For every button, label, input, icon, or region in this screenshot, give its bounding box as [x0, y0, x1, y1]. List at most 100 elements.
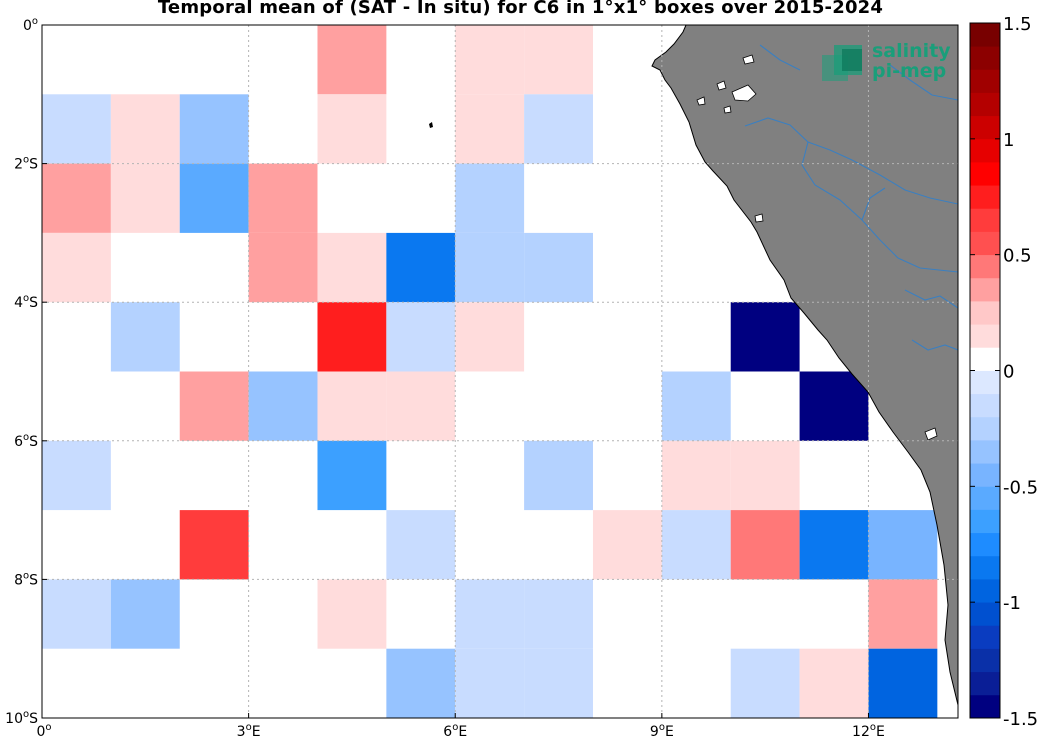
- heatmap-cell: [455, 302, 525, 372]
- colorbar-step: [970, 440, 1000, 464]
- colorbar-step: [970, 486, 1000, 510]
- tick-label: 12oE: [852, 722, 885, 740]
- heatmap-cell: [248, 163, 318, 233]
- colorbar-tick-label: -1: [1003, 593, 1021, 614]
- heatmap-cell: [455, 25, 525, 95]
- colorbar-step: [970, 324, 1000, 348]
- heatmap-cell: [661, 371, 731, 441]
- tick-label: 8oS: [14, 570, 38, 588]
- colorbar-step: [970, 115, 1000, 140]
- heatmap-cell: [386, 302, 456, 372]
- island: [429, 122, 433, 128]
- tick-label: 6oE: [443, 722, 467, 740]
- heatmap-cell: [179, 371, 249, 441]
- heatmap-cell: [179, 510, 249, 580]
- heatmap-cells: [42, 25, 938, 718]
- heatmap-cell: [248, 371, 318, 441]
- colorbar-tick-label: -1.5: [1003, 709, 1038, 730]
- heatmap-cell: [110, 163, 180, 233]
- colorbar-step: [970, 463, 1000, 487]
- river: [759, 44, 801, 71]
- heatmap-cell: [799, 510, 869, 580]
- logo-text: pi-mep: [872, 60, 946, 82]
- heatmap-cell: [730, 440, 800, 511]
- colorbar-step: [970, 416, 1000, 441]
- heatmap-cell: [455, 579, 525, 649]
- heatmap-cell: [42, 163, 111, 233]
- colorbar-step: [970, 393, 1000, 418]
- tick-label: 2oS: [14, 155, 38, 173]
- heatmap-cell: [386, 371, 456, 441]
- heatmap-cell: [661, 440, 731, 511]
- colorbar-step: [970, 509, 1000, 534]
- map-title: Temporal mean of (SAT - In situ) for C6 …: [157, 0, 884, 18]
- heatmap-cell: [524, 648, 593, 718]
- islands: [696, 54, 938, 441]
- heatmap-cell: [524, 232, 593, 303]
- colorbar-step: [970, 185, 1000, 209]
- lake: [754, 213, 764, 223]
- heatmap-cell: [868, 510, 938, 580]
- heatmap-cell: [248, 232, 318, 303]
- heatmap-cell: [524, 440, 593, 511]
- heatmap-cell: [317, 440, 387, 511]
- africa-coastline: [651, 25, 958, 706]
- river: [911, 339, 958, 351]
- colorbar-tick-label: 1.5: [1003, 14, 1032, 35]
- colorbar-step: [970, 208, 1000, 232]
- lake: [723, 105, 732, 114]
- heatmap-cell: [42, 440, 111, 511]
- heatmap-cell: [730, 510, 800, 580]
- y-axis: 0o 2oS 4oS 6oS 8oS 10oS: [5, 16, 47, 727]
- heatmap-cell: [455, 94, 525, 164]
- colorbar-tick-label: 0: [1003, 362, 1014, 383]
- river: [744, 117, 958, 205]
- heatmap-cell: [455, 163, 525, 233]
- heatmap-cell: [730, 302, 800, 372]
- logo: salinity pi-mep: [822, 40, 951, 82]
- plot-frame: [41, 24, 959, 719]
- colorbar-tick-label: -0.5: [1003, 477, 1038, 498]
- lake: [742, 54, 755, 65]
- heatmap-cell: [386, 648, 456, 718]
- heatmap-cell: [592, 510, 662, 580]
- heatmap-cell: [868, 579, 938, 649]
- heatmap-cell: [386, 510, 456, 580]
- tick-label: 10oS: [5, 709, 38, 727]
- colorbar-step: [970, 138, 1000, 163]
- colorbar-step: [970, 92, 1000, 117]
- colorbar-step: [970, 532, 1000, 557]
- heatmap-cell: [386, 232, 456, 303]
- river: [861, 187, 886, 221]
- tick-label: 4oS: [14, 293, 38, 311]
- colorbar-step: [970, 69, 1000, 93]
- colorbar-ticks: 1.5 1 0.5 0 -0.5 -1 -1.5: [970, 14, 1038, 730]
- heatmap-cell: [799, 648, 869, 718]
- colorbar-step: [970, 46, 1000, 70]
- lake: [731, 84, 757, 102]
- colorbar-step: [970, 347, 1000, 371]
- lake: [696, 96, 706, 106]
- tick-label: 6oS: [14, 432, 38, 450]
- heatmap-cell: [317, 25, 387, 95]
- heatmap-cell: [317, 579, 387, 649]
- heatmap-cell: [524, 94, 593, 164]
- colorbar-step: [970, 370, 1000, 395]
- heatmap-cell: [42, 232, 111, 303]
- colorbar-step: [970, 277, 1000, 302]
- x-axis: 0o 3oE 6oE 9oE 12oE: [36, 713, 885, 740]
- lake: [716, 80, 727, 91]
- tick-label: 3oE: [237, 722, 261, 740]
- river: [889, 64, 958, 101]
- colorbar-step: [970, 579, 1000, 603]
- colorbar-step: [970, 671, 1000, 696]
- heatmap-cell: [110, 94, 180, 164]
- gridlines: [42, 25, 958, 718]
- heatmap-cell: [42, 579, 111, 649]
- heatmap-cell: [524, 579, 593, 649]
- heatmap-cell: [179, 163, 249, 233]
- colorbar-step: [970, 301, 1000, 325]
- tick-label: 0o: [23, 16, 38, 34]
- heatmap-cell: [868, 648, 938, 718]
- heatmap-cell: [455, 648, 525, 718]
